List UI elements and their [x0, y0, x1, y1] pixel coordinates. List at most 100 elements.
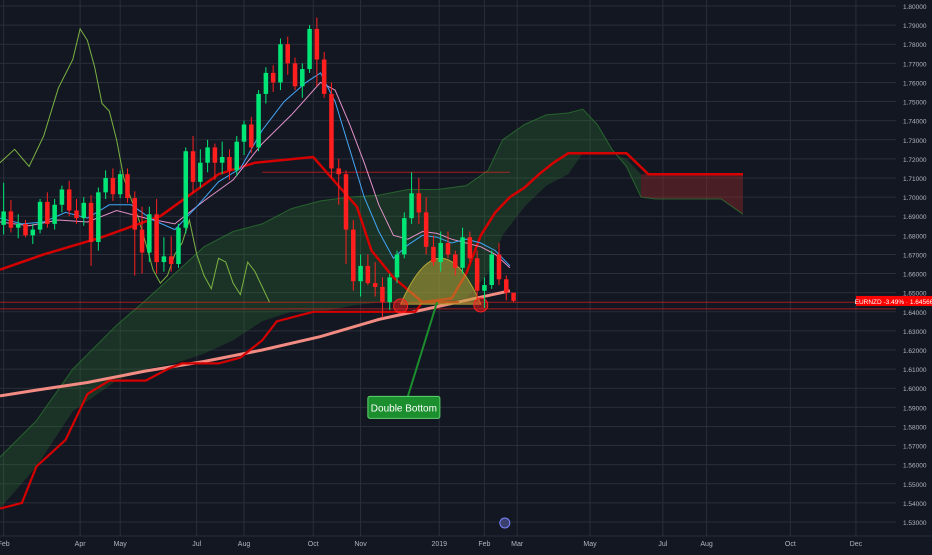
candle-body	[270, 72, 276, 83]
time-tick-label: Mar	[511, 541, 524, 548]
candle-bear	[132, 191, 138, 276]
candle-body	[198, 162, 203, 182]
bottom-marker	[473, 297, 489, 313]
candle-bear	[423, 197, 429, 255]
candle-body	[380, 286, 385, 303]
candle-body	[278, 44, 283, 83]
price-tag-label: EURNZD -3.49% · 1.64566	[855, 299, 932, 306]
price-axis[interactable]: 1.80000 1.79000 1.78000 1.77000 1.76000 1.750…	[855, 0, 932, 550]
base-step-line	[0, 301, 459, 510]
candle-body	[314, 28, 320, 60]
candle-body	[117, 174, 123, 195]
candle-body	[52, 204, 57, 224]
candle-bull	[263, 67, 269, 104]
candle-bear	[380, 277, 385, 318]
candle-bear	[321, 51, 327, 98]
time-tick-label: Jul	[192, 541, 201, 548]
price-tick-label: 1.71000	[903, 176, 927, 183]
candle-body	[423, 212, 429, 247]
candle-body	[132, 198, 138, 230]
candle-body	[88, 202, 94, 243]
candle-bear	[45, 192, 50, 228]
candle-bear	[139, 206, 145, 274]
candle-bull	[147, 206, 152, 263]
candle-body	[96, 192, 101, 243]
price-tick-label: 1.61000	[903, 367, 927, 374]
candle-bull	[117, 170, 123, 199]
candle-bull	[205, 139, 210, 173]
price-tick-label: 1.56000	[903, 463, 927, 470]
candle-body	[154, 214, 159, 263]
time-tick-label: Aug	[700, 541, 713, 548]
candle-body	[139, 229, 145, 253]
candle-bull	[183, 147, 189, 234]
candle-body	[23, 223, 28, 236]
candle-bear	[74, 199, 79, 224]
candle-body	[496, 254, 502, 280]
candle-bull	[161, 237, 167, 272]
candle-bull	[409, 172, 414, 224]
candle-bull	[402, 212, 407, 259]
time-tick-label: May	[583, 541, 597, 548]
candle-bear	[88, 195, 94, 266]
candle-bear	[343, 170, 349, 264]
candle-bull	[103, 170, 108, 200]
candle-body	[453, 254, 458, 268]
candle-bull	[96, 187, 101, 251]
candle-bear	[190, 135, 196, 194]
candle-body	[482, 285, 487, 291]
time-tick-label: Feb	[478, 541, 490, 548]
time-axis[interactable]: Feb Apr May Jul Aug Oct Nov 2019 Feb Mar May Jul Aug…	[0, 517, 932, 550]
price-tick-label: 1.65000	[903, 291, 927, 298]
candle-body	[307, 28, 312, 70]
candle-bear	[270, 65, 276, 92]
candle-body	[511, 292, 516, 301]
candle-bull	[278, 38, 283, 91]
price-tick-label: 1.62000	[903, 348, 927, 355]
candle-body	[402, 218, 407, 255]
time-tick-label: Nov	[354, 541, 367, 548]
candle-bull	[81, 197, 87, 226]
candle-bear	[249, 116, 254, 154]
senkou-a-line	[0, 108, 744, 458]
candle-bear	[431, 235, 436, 266]
time-axis-bg	[0, 536, 932, 550]
price-tick-label: 1.73000	[903, 138, 927, 145]
candle-bear	[453, 250, 458, 276]
price-tick-label: 1.74000	[903, 119, 927, 126]
price-tick-label: 1.80000	[903, 4, 927, 11]
price-tick-label: 1.75000	[903, 100, 927, 107]
candle-bull	[37, 199, 43, 234]
price-tick-label: 1.70000	[903, 195, 927, 202]
candle-body	[125, 174, 130, 199]
candle-bull	[241, 120, 247, 156]
candle-body	[45, 201, 50, 224]
price-tick-label: 1.68000	[903, 233, 927, 240]
candle-bear	[372, 262, 378, 297]
price-tag	[856, 295, 932, 306]
candle-bear	[23, 220, 28, 238]
price-tick-label: 1.54000	[903, 501, 927, 508]
price-tick-label: 1.66000	[903, 272, 927, 279]
price-tick-label: 1.55000	[903, 482, 927, 489]
candle-body	[474, 258, 480, 291]
annotation-pointer	[406, 301, 439, 397]
candle-body	[343, 174, 349, 230]
candle-body	[190, 151, 196, 182]
candle-bull	[15, 214, 21, 239]
candle-body	[66, 189, 72, 211]
price-tick-label: 1.59000	[903, 405, 927, 412]
candle-bull	[59, 185, 65, 213]
price-tick-label: 1.64000	[903, 310, 927, 317]
candle-bull	[438, 231, 443, 272]
ema-fast	[0, 72, 511, 267]
candle-bull	[460, 227, 465, 274]
candle-bear	[474, 250, 480, 299]
candle-body	[394, 254, 400, 278]
candle-body	[81, 202, 87, 219]
candle-body	[445, 242, 451, 255]
candle-body	[292, 63, 298, 87]
time-tick-label: Jul	[658, 541, 667, 548]
